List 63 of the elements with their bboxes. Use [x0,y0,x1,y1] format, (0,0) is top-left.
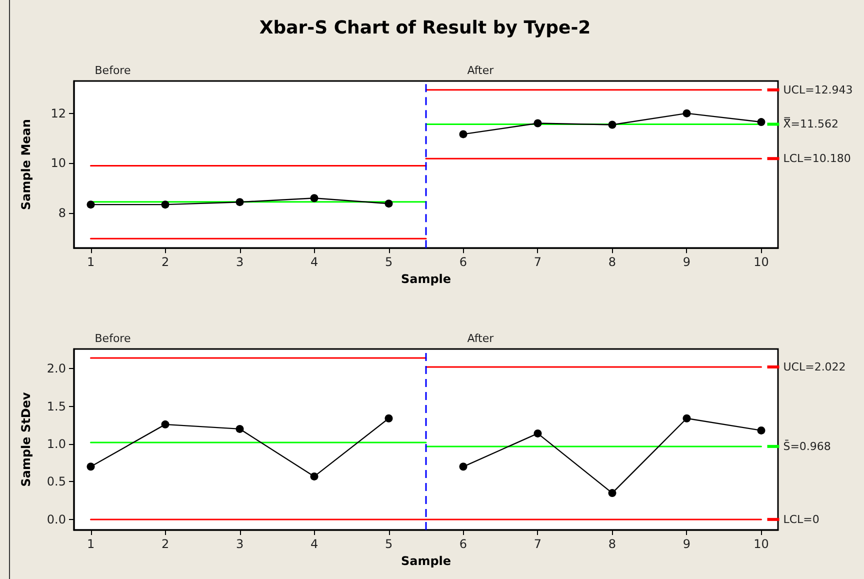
point [86,200,95,209]
x-axis-title: Sample [400,554,452,568]
point [682,414,691,422]
legend-label: S̄=0.968 [783,438,831,453]
x-tick-label: 9 [682,537,691,551]
point [608,120,616,129]
y-tick-label: 12 [50,106,66,120]
chart-title: Xbar-S Chart of Result by Type-2 [259,18,591,38]
y-tick-label: 0.5 [46,474,66,489]
x-tick-label: 5 [384,537,393,551]
x-tick-label: 6 [459,255,468,270]
x-tick-label: 7 [534,255,542,270]
point [608,489,616,498]
y-tick-label: 0.0 [46,512,66,526]
point [161,420,170,428]
x-tick-label: 3 [236,255,244,270]
y-tick-label: 1.0 [46,437,66,452]
x-tick-label: 2 [161,255,170,270]
legend-label: UCL=2.022 [783,360,846,374]
x-tick-label: 4 [310,537,318,551]
text: After [467,64,494,77]
point [384,200,393,208]
point [384,414,393,422]
x-tick-label: 4 [310,255,318,270]
x-tick-label: 2 [161,537,170,551]
x-tick-label: 3 [236,537,244,551]
x-axis-title: Sample [400,272,452,286]
legend-label: X̿=11.562 [783,116,838,131]
point [534,119,542,128]
point [310,194,318,202]
point [757,118,766,126]
point [459,130,468,138]
text: Before [94,64,131,77]
text: Before [94,332,131,345]
point [86,462,95,471]
point [534,429,542,438]
legend-label: UCL=12.943 [783,83,853,96]
text: After [467,332,494,345]
point [682,109,691,118]
legend-label: LCL=10.180 [783,152,851,166]
x-tick-label: 1 [86,537,95,551]
y-tick-label: 10 [50,156,66,170]
point [459,462,468,471]
point [236,198,244,206]
y-axis-title: Sample StDev [19,392,33,487]
x-tick-label: 8 [608,537,616,551]
x-tick-label: 9 [682,255,691,270]
x-tick-label: 10 [754,255,769,270]
legend-label: LCL=0 [783,512,820,526]
x-tick-label: 1 [86,255,95,270]
y-tick-label: 1.5 [46,399,66,414]
y-axis-title: Sample Mean [19,119,33,210]
y-tick-label: 8 [58,206,66,220]
x-tick-label: 6 [459,537,468,551]
x-tick-label: 8 [608,255,616,270]
x-tick-label: 5 [384,255,393,270]
x-tick-label: 7 [534,537,542,551]
point [310,472,318,480]
point [757,426,766,434]
point [236,424,244,433]
x-tick-label: 10 [754,537,769,551]
y-tick-label: 2.0 [46,362,66,376]
point [161,200,170,209]
